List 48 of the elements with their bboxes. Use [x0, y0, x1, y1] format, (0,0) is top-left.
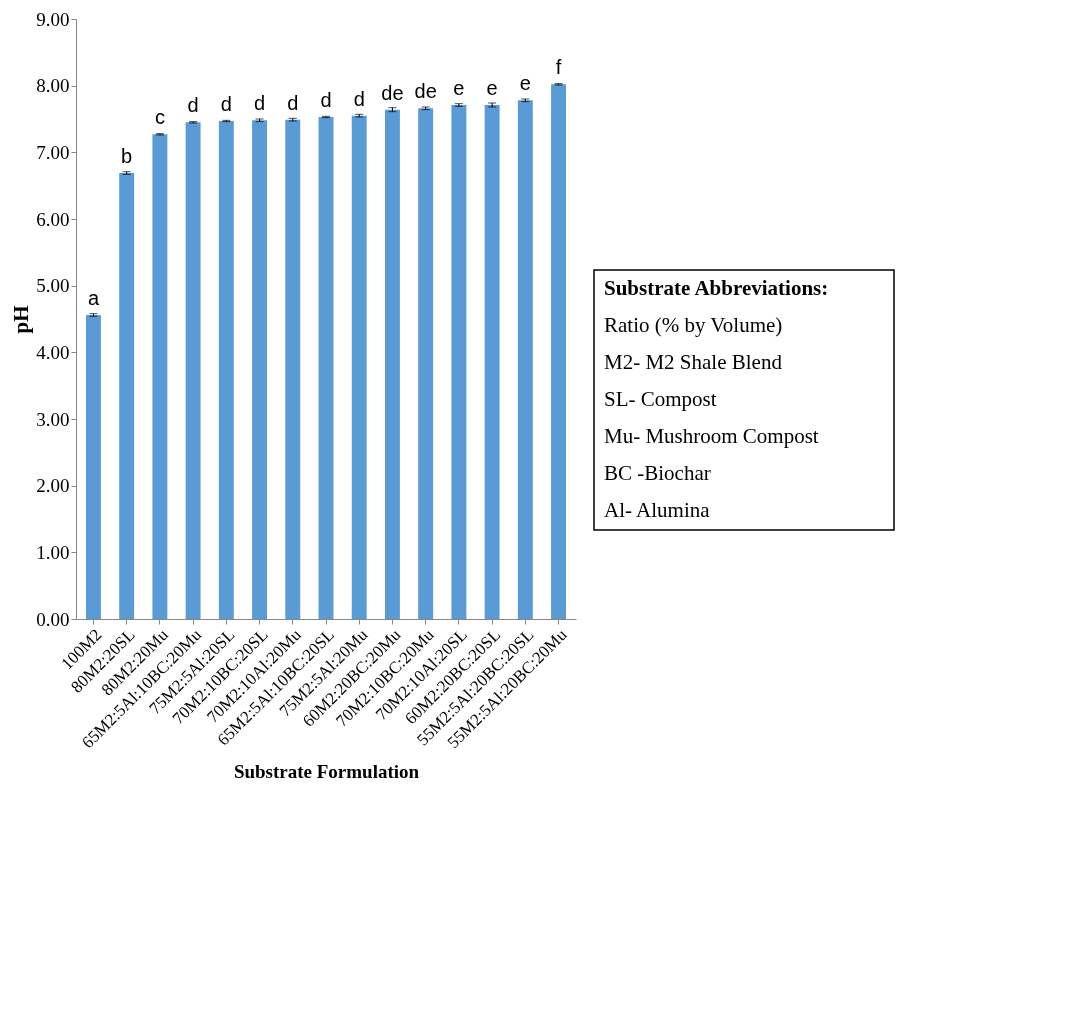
annotation: d — [220, 93, 232, 115]
bar — [551, 84, 567, 619]
y-tick-label: 5.00 — [36, 275, 70, 297]
annotation: de — [414, 80, 437, 103]
x-axis-title: Substrate Formulation — [233, 761, 420, 783]
text: Ratio (% by Volume) — [604, 312, 783, 337]
text: M2- M2 Shale Blend — [604, 349, 783, 374]
annotation: b — [121, 145, 133, 167]
y-tick-label: 1.00 — [36, 541, 70, 563]
annotation: d — [187, 94, 199, 117]
y-tick-label: 7.00 — [36, 141, 70, 163]
bar — [119, 173, 135, 619]
text: Al- Alumina — [604, 498, 711, 523]
annotation: d — [320, 89, 332, 111]
y-tick-label: 4.00 — [36, 341, 70, 363]
y-tick-label: 3.00 — [36, 408, 70, 430]
y-tick-label: 2.00 — [36, 475, 70, 497]
annotation: e — [519, 72, 531, 95]
y-tick-label: 0.00 — [36, 608, 70, 630]
annotation: f — [555, 56, 562, 79]
y-tick-label: 9.00 — [36, 8, 70, 30]
bar — [318, 117, 334, 619]
text: BC -Biochar — [604, 461, 711, 486]
bar — [351, 115, 367, 619]
bar — [384, 109, 400, 619]
bar — [252, 120, 268, 619]
bar — [285, 119, 301, 619]
bar — [451, 105, 467, 619]
bar — [85, 315, 101, 619]
bar — [152, 134, 168, 619]
bar — [185, 122, 201, 619]
y-tick-label: 8.00 — [36, 75, 70, 97]
annotation: a — [87, 287, 100, 309]
bar — [517, 100, 533, 619]
annotation: d — [353, 87, 365, 110]
annotation: e — [453, 77, 465, 99]
annotation: c — [154, 106, 165, 129]
annotation: de — [381, 81, 404, 104]
annotation: d — [253, 92, 266, 115]
annotation: d — [287, 91, 299, 114]
text: SL- Compost — [604, 387, 717, 411]
text: Substrate Abbreviations: — [604, 275, 829, 300]
y-tick-label: 6.00 — [36, 208, 70, 230]
y-axis-title: pH — [9, 305, 34, 334]
bar — [418, 108, 434, 619]
annotation: e — [486, 77, 498, 99]
bar — [218, 121, 234, 619]
text: Mu- Mushroom Compost — [604, 424, 819, 449]
